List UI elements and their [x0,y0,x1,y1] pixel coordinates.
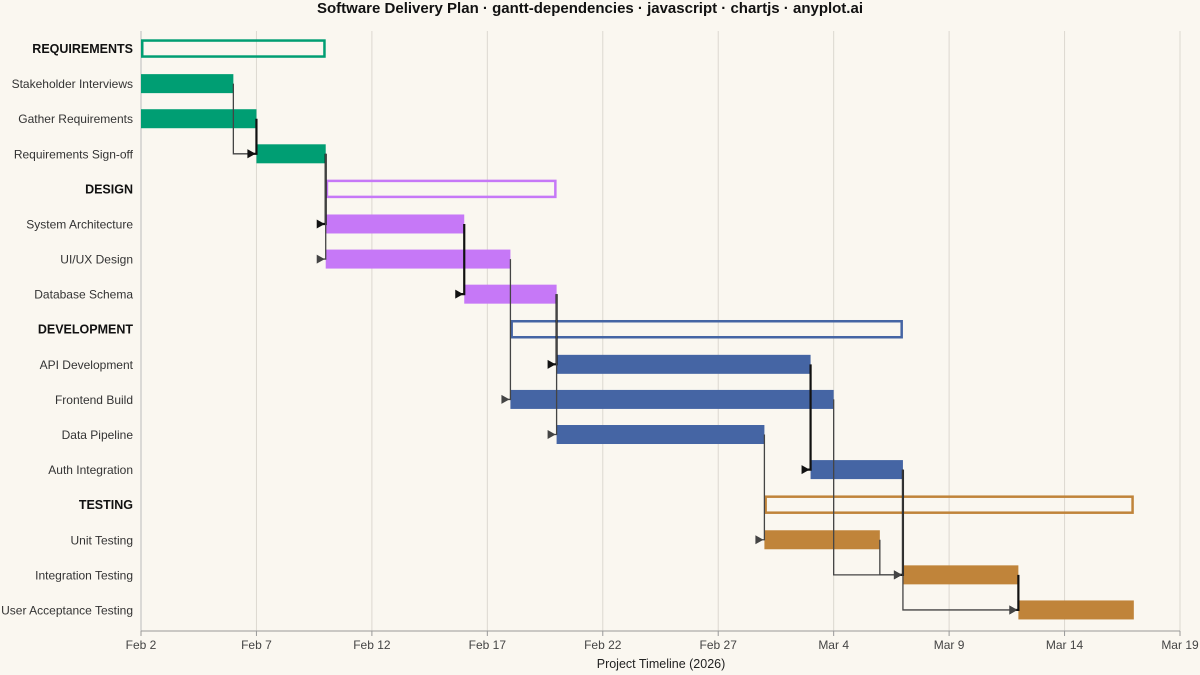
task-labels: REQUIREMENTS Stakeholder Interviews Gather… [1,42,134,617]
group-span-bar [325,179,557,199]
dependency-arrowhead [316,254,325,264]
task-label: UI/UX Design [60,253,133,267]
x-tick-label: Feb 7 [241,638,272,652]
group-span-bar [764,495,1134,514]
dependency-arrowhead [1009,605,1018,615]
grid-lines [140,31,1181,631]
task-label: Database Schema [34,288,133,302]
dependency-arrows [232,83,1020,615]
dependency-arrowhead [547,430,556,440]
dependency-line [879,539,895,576]
dependency-line [548,294,558,366]
x-tick-label: Mar 19 [1161,638,1199,652]
task-bar [256,144,326,164]
group-label: TESTING [79,498,133,512]
task-bar [556,425,765,445]
task-bar [325,249,511,269]
task-bar [764,530,880,550]
dependency-line [756,434,766,541]
task-label: API Development [40,358,134,372]
x-tick-label: Mar 14 [1046,638,1084,652]
task-bar [556,354,811,374]
task-label: System Architecture [26,217,133,231]
dependency-line [802,364,812,471]
dependency-arrowhead [755,535,764,545]
dependency-line [317,153,327,260]
task-bar [141,74,234,94]
task-bar [810,460,903,480]
task-label: Requirements Sign-off [14,147,134,161]
x-tick-label: Feb 22 [584,638,622,652]
dependency-line [833,399,895,576]
task-label: Auth Integration [48,463,133,477]
group-label: REQUIREMENTS [32,42,133,56]
x-tick-label: Mar 4 [818,638,849,652]
dependency-arrowhead [801,465,810,475]
task-label: Stakeholder Interviews [12,77,133,91]
x-axis-title: Project Timeline (2026) [597,657,726,671]
x-tick-label: Mar 9 [934,638,965,652]
task-bar [1018,600,1134,620]
task-label: Integration Testing [35,568,133,582]
dependency-arrowhead [316,219,325,229]
x-tick-label: Feb 17 [469,638,507,652]
x-tick-label: Feb 27 [700,638,738,652]
dependency-line [902,469,1011,611]
group-span-bar [510,319,903,339]
group-span-bar [141,39,326,58]
task-bars [141,39,1134,620]
task-label: Gather Requirements [18,112,133,126]
dependency-arrowhead [501,394,510,404]
task-bar [902,565,1019,585]
dependency-line [894,469,905,576]
dependency-arrowhead [893,570,902,580]
task-bar [141,109,257,129]
dependency-line [232,83,249,155]
task-bar [510,389,834,409]
x-tick-label: Feb 2 [126,638,157,652]
task-label: Data Pipeline [62,428,134,442]
dependency-arrowhead [455,289,464,299]
task-label: Unit Testing [71,533,133,547]
dependency-arrowhead [547,359,556,369]
group-label: DESIGN [85,182,133,196]
x-tick-label: Feb 12 [353,638,391,652]
task-label: Frontend Build [55,393,133,407]
dependency-line [317,153,327,226]
task-label: User Acceptance Testing [1,603,133,617]
x-axis-ticks: Feb 2 Feb 7 Feb 12 Feb 17 Feb 22 Feb 27 Mar 4 M… [126,631,1199,652]
chart-title: Software Delivery Plan · gantt-dependenc… [317,0,863,17]
task-bar [325,214,465,234]
group-label: DEVELOPMENT [38,323,134,337]
dependency-line [502,259,512,401]
dependency-arrowhead [247,149,256,159]
